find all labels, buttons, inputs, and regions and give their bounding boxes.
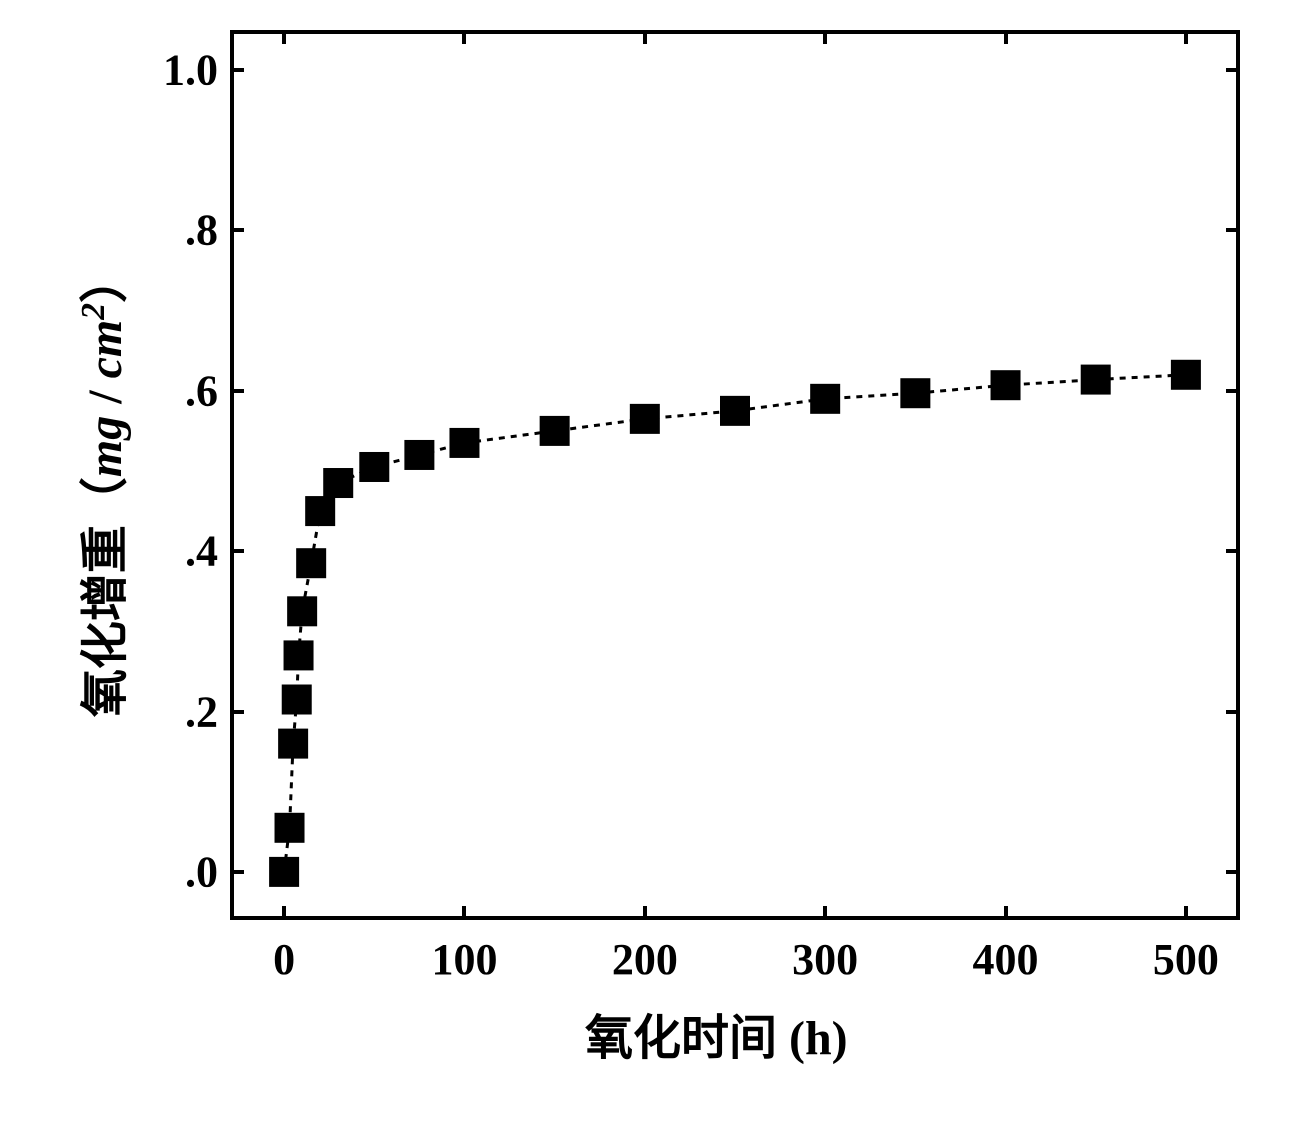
- data-marker: [1171, 360, 1201, 390]
- data-marker: [359, 452, 389, 482]
- x-tick-mark: [823, 30, 827, 44]
- x-tick-mark: [462, 30, 466, 44]
- x-tick-mark: [823, 906, 827, 920]
- data-marker: [282, 685, 312, 715]
- data-marker: [404, 440, 434, 470]
- y-tick-mark: [1226, 710, 1240, 714]
- x-tick-mark: [1004, 906, 1008, 920]
- data-marker: [269, 857, 299, 887]
- x-tick-label: 500: [1153, 934, 1219, 985]
- y-tick-mark: [230, 389, 244, 393]
- x-tick-mark: [1004, 30, 1008, 44]
- y-tick-label: .0: [185, 846, 218, 897]
- y-tick-label: 1.0: [163, 45, 218, 96]
- y-tick-mark: [230, 549, 244, 553]
- y-tick-label: .4: [185, 526, 218, 577]
- x-tick-label: 300: [792, 934, 858, 985]
- y-tick-mark: [1226, 549, 1240, 553]
- data-marker: [540, 416, 570, 446]
- y-tick-mark: [230, 710, 244, 714]
- y-tick-label: .8: [185, 205, 218, 256]
- data-marker: [284, 640, 314, 670]
- x-tick-label: 100: [431, 934, 497, 985]
- data-marker: [323, 468, 353, 498]
- x-tick-mark: [1184, 30, 1188, 44]
- y-tick-label: .6: [185, 365, 218, 416]
- y-tick-mark: [1226, 228, 1240, 232]
- data-marker: [1081, 365, 1111, 395]
- x-tick-mark: [643, 30, 647, 44]
- x-tick-mark: [643, 906, 647, 920]
- y-tick-mark: [230, 228, 244, 232]
- data-marker: [900, 378, 930, 408]
- data-marker: [305, 496, 335, 526]
- data-marker: [278, 729, 308, 759]
- x-tick-mark: [462, 906, 466, 920]
- data-marker: [630, 404, 660, 434]
- x-tick-mark: [1184, 906, 1188, 920]
- data-marker: [991, 370, 1021, 400]
- y-tick-mark: [1226, 389, 1240, 393]
- y-tick-mark: [230, 870, 244, 874]
- y-tick-mark: [1226, 870, 1240, 874]
- data-marker: [287, 596, 317, 626]
- y-tick-label: .2: [185, 686, 218, 737]
- x-tick-mark: [282, 30, 286, 44]
- data-marker: [720, 396, 750, 426]
- x-tick-label: 400: [973, 934, 1039, 985]
- data-marker: [296, 548, 326, 578]
- y-tick-mark: [1226, 68, 1240, 72]
- y-tick-mark: [230, 68, 244, 72]
- x-tick-mark: [282, 906, 286, 920]
- data-marker: [275, 813, 305, 843]
- x-tick-label: 0: [273, 934, 295, 985]
- data-marker: [810, 384, 840, 414]
- chart-container: 氧化增重（mg / cm2） 氧化时间 (h) .0.2.4.6.81.0010…: [0, 0, 1290, 1129]
- x-tick-label: 200: [612, 934, 678, 985]
- data-marker: [449, 428, 479, 458]
